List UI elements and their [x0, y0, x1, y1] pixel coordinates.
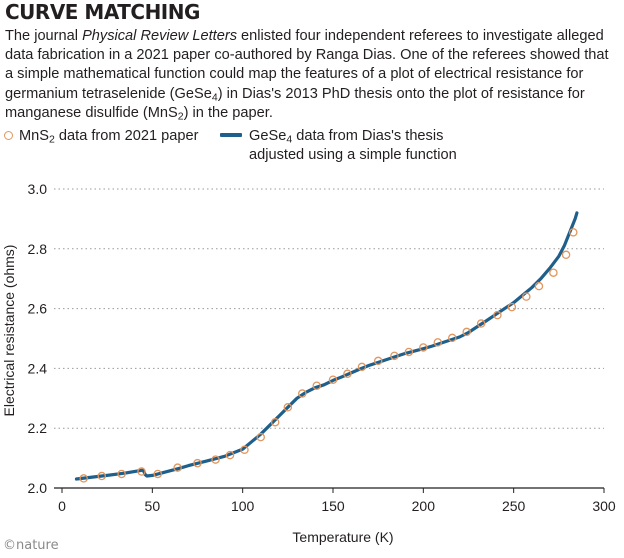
series-dot-layer [79, 228, 578, 483]
intro-subscript-2: 2 [177, 110, 184, 123]
x-tick-label: 250 [502, 498, 526, 514]
y-axis-label: Electrical resistance (ohms) [1, 245, 17, 417]
y-tick-label: 2.0 [28, 480, 48, 496]
mns2-data-point [561, 250, 571, 260]
legend-mns2: MnS2 data from 2021 paper [19, 127, 198, 146]
mns2-data-point [312, 381, 321, 390]
x-tick-label: 150 [321, 498, 345, 514]
axis-layer [54, 487, 605, 493]
mns2-data-point [298, 389, 307, 398]
mns2-data-point [79, 474, 88, 483]
legend-line-marker [220, 133, 242, 137]
nature-credit: ©nature [3, 538, 59, 553]
mns2-data-point [173, 463, 182, 472]
legend-circle-marker [4, 131, 13, 140]
mns2-data-point [97, 471, 106, 481]
x-axis-label: Temperature (K) [292, 529, 393, 545]
y-tick-label: 2.6 [28, 301, 48, 317]
mns2-data-point [211, 455, 220, 464]
intro-text-1: The journal [5, 28, 83, 44]
mns2-data-point [240, 445, 249, 454]
mns2-data-point [153, 469, 163, 479]
mns2-data-point [433, 338, 443, 347]
mns2-data-point [549, 268, 558, 277]
mns2-data-point [283, 403, 293, 412]
mns2-data-point [404, 347, 414, 357]
x-tick-label: 300 [592, 498, 616, 514]
mns2-data-point [373, 356, 383, 366]
mns2-data-point [390, 351, 399, 361]
mns2-data-point [225, 450, 235, 460]
y-tick-label: 2.8 [28, 241, 48, 257]
mns2-data-point [534, 281, 544, 291]
label-layer: 2.0 2.2 2.4 2.6 2.8 3.0 0 50 100 150 200 250 300 Temp… [1, 181, 616, 545]
legend-gese4-line2: adjusted using a simple function [249, 147, 457, 163]
legend-gese4-suffix: data from Dias's thesis [292, 128, 444, 144]
mns2-data-point [493, 310, 502, 320]
mns2-data-point [256, 432, 265, 442]
mns2-data-point [270, 417, 280, 427]
y-tick-label: 2.4 [28, 360, 48, 376]
mns2-data-point [419, 343, 428, 352]
grid-layer [54, 188, 604, 429]
mns2-data-point [328, 375, 338, 385]
mns2-data-point [447, 333, 457, 343]
gese4-series-line [74, 211, 579, 481]
intro-subscript-1: 4 [211, 91, 218, 104]
x-tick-label: 0 [58, 498, 66, 514]
mns2-data-point [137, 467, 146, 476]
journal-name: Physical Review Letters [82, 28, 237, 44]
mns2-data-point [462, 327, 471, 337]
x-tick-label: 100 [231, 498, 255, 514]
intro-text-3: ) in Dias's 2013 PhD thesis onto the plo… [5, 85, 585, 121]
chart-title: CURVE MATCHING [5, 0, 200, 24]
mns2-data-point [193, 458, 202, 468]
legend-mns2-suffix: data from 2021 paper [54, 128, 199, 144]
legend-mns2-sub: 2 [49, 133, 55, 146]
y-tick-label: 3.0 [28, 181, 48, 197]
legend-mns2-prefix: MnS [19, 128, 50, 144]
legend-gese4-prefix: GeSe [249, 128, 287, 144]
intro-text-2: enlisted four independent referees to in… [5, 28, 609, 102]
series-line-layer [74, 211, 579, 481]
intro-paragraph: The journal Physical Review Letters enli… [5, 27, 617, 123]
mns2-data-point [569, 228, 578, 237]
intro-text-4: ) in the paper. [183, 104, 273, 121]
x-tick-label: 50 [145, 498, 161, 514]
y-tick-label: 2.2 [28, 420, 48, 436]
x-tick-label: 200 [412, 498, 436, 514]
mns2-data-point [357, 362, 367, 372]
mns2-data-point [522, 292, 531, 301]
mns2-data-point [476, 319, 486, 328]
mns2-data-point [343, 369, 352, 379]
mns2-data-point [507, 302, 517, 312]
mns2-data-point [117, 469, 126, 479]
legend-gese4: GeSe4 data from Dias's thesis adjusted us… [249, 127, 457, 165]
legend-gese4-sub: 4 [286, 133, 293, 146]
